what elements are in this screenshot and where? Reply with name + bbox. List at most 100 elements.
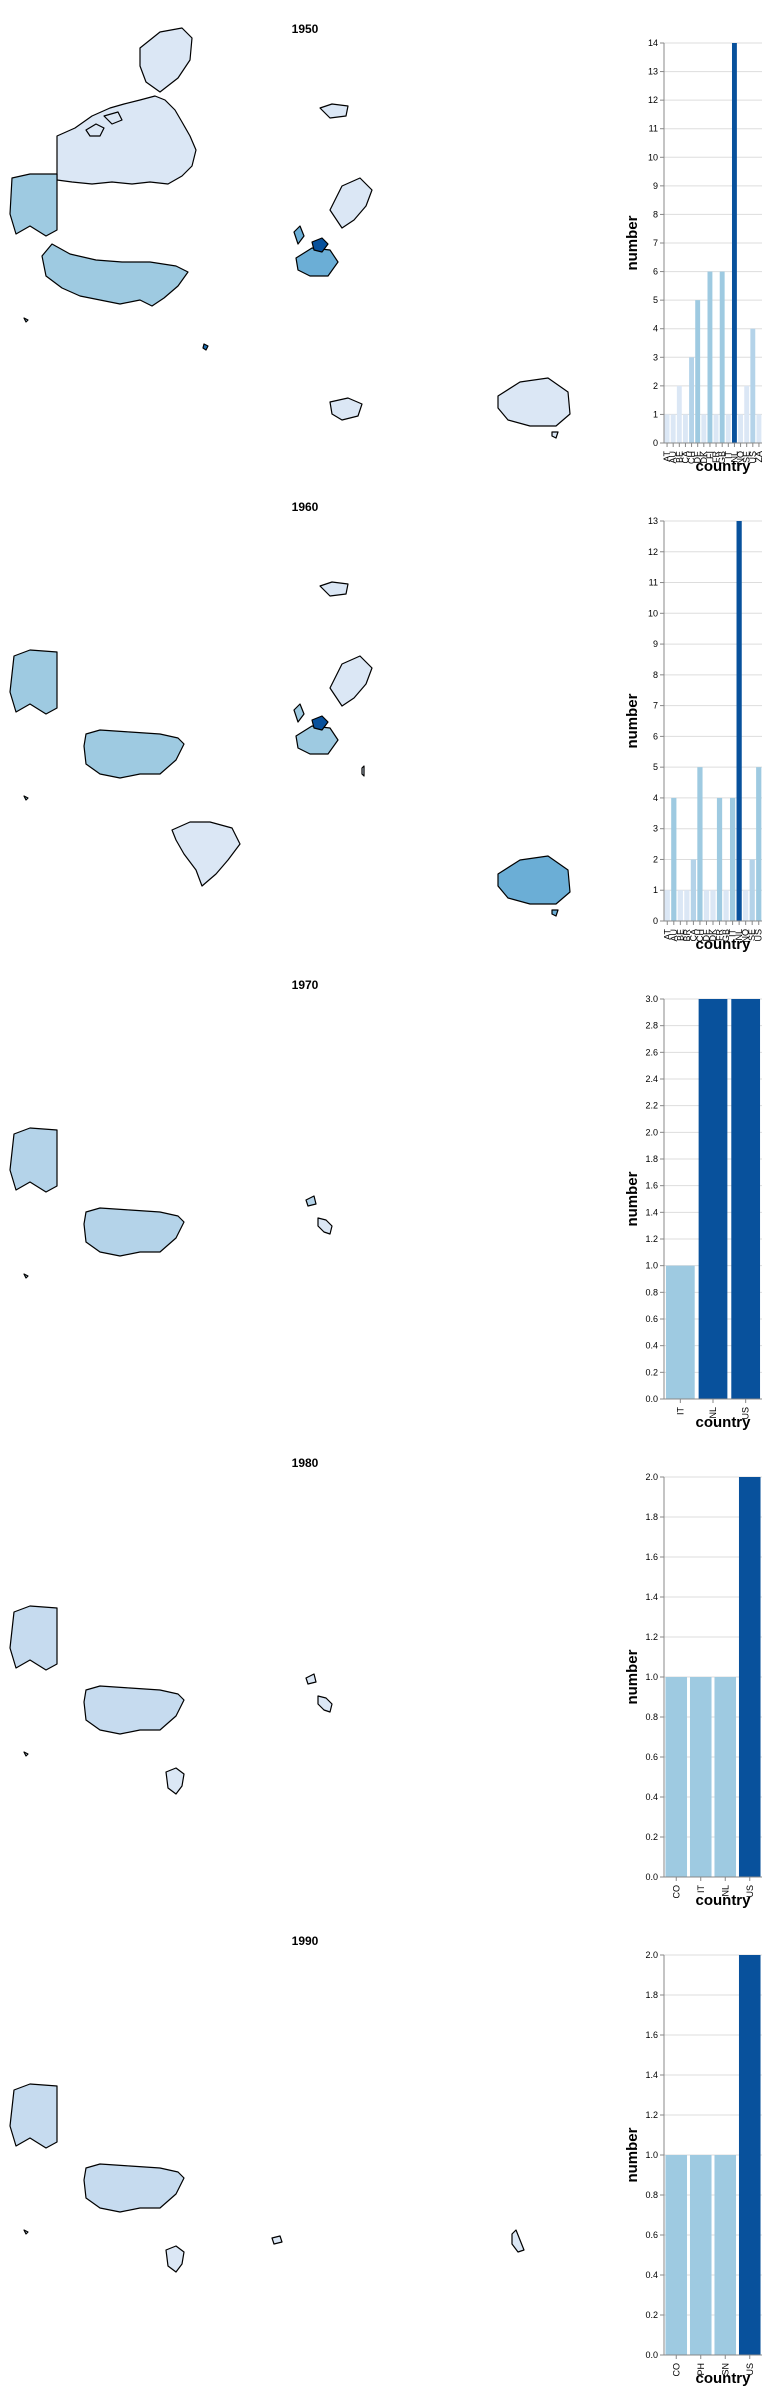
y-tick-label: 1 bbox=[653, 409, 658, 419]
y-axis-title: number bbox=[624, 215, 641, 270]
map-usa bbox=[83, 1685, 185, 1735]
y-tick-label: 13 bbox=[648, 67, 658, 77]
y-tick-label: 1.4 bbox=[645, 2070, 658, 2080]
bar bbox=[689, 2155, 712, 2355]
x-tick-label: NL bbox=[734, 929, 744, 941]
y-tick-label: 8 bbox=[653, 670, 658, 680]
bar bbox=[719, 271, 725, 443]
x-tick-label: FR bbox=[711, 451, 721, 463]
panel-title: 1980 bbox=[291, 1456, 319, 1470]
bar bbox=[738, 414, 744, 443]
x-tick-label: NO bbox=[741, 929, 751, 943]
y-tick-label: 1.0 bbox=[645, 1672, 658, 1682]
y-tick-label: 3 bbox=[653, 352, 658, 362]
bar bbox=[731, 43, 737, 443]
bar bbox=[713, 414, 719, 443]
x-tick-label: DK bbox=[708, 929, 718, 942]
bar bbox=[729, 797, 736, 921]
y-tick-label: 2 bbox=[653, 854, 658, 864]
map-tasmania bbox=[551, 909, 559, 917]
y-axis-title: number bbox=[624, 1649, 641, 1704]
x-tick-label: NL bbox=[729, 451, 739, 463]
x-tick-label: AU bbox=[668, 451, 678, 464]
bar bbox=[714, 2155, 737, 2355]
panel-1970: 1970 0.0 0.2 0.4 0.6 0.8 1.0 1.2 1.4 1.6 1.8 2.0 2.… bbox=[0, 956, 770, 1434]
map-netherlands bbox=[305, 1673, 317, 1685]
x-tick-label: IT bbox=[728, 928, 738, 937]
x-tick-label: CA bbox=[680, 451, 690, 464]
map-netherlands bbox=[311, 237, 329, 253]
y-tick-label: 1.8 bbox=[645, 1154, 658, 1164]
bar bbox=[749, 859, 755, 921]
bar bbox=[670, 414, 676, 443]
y-tick-label: 10 bbox=[648, 608, 658, 618]
y-tick-label: 0.6 bbox=[645, 1314, 658, 1324]
y-tick-label: 7 bbox=[653, 238, 658, 248]
map-senegal bbox=[271, 2235, 283, 2245]
x-tick-label: US bbox=[748, 451, 758, 464]
bar bbox=[684, 890, 690, 921]
bar bbox=[671, 797, 677, 921]
y-tick-label: 2.0 bbox=[645, 1127, 658, 1137]
x-axis-title: country bbox=[695, 458, 751, 475]
x-tick-label: FI bbox=[705, 451, 715, 459]
bar bbox=[750, 328, 756, 443]
x-tick-label: DE bbox=[693, 451, 703, 464]
x-tick-label: NL bbox=[720, 1885, 730, 1897]
map-scandinavia bbox=[329, 655, 373, 707]
map-alaska bbox=[9, 2083, 58, 2149]
bar bbox=[744, 385, 750, 443]
y-tick-label: 0.0 bbox=[645, 1872, 658, 1882]
bar bbox=[697, 767, 703, 921]
x-tick-label: IT bbox=[675, 1406, 685, 1415]
choropleth-map bbox=[9, 1127, 333, 1279]
y-tick-label: 1.2 bbox=[645, 1632, 658, 1642]
map-hawaii bbox=[23, 795, 29, 801]
y-axis-title: number bbox=[624, 2127, 641, 2182]
map-greenland bbox=[139, 27, 193, 93]
map-alaska bbox=[9, 173, 58, 237]
x-axis-title: country bbox=[695, 2370, 751, 2387]
x-tick-label: BE bbox=[674, 451, 684, 463]
y-tick-label: 1.4 bbox=[645, 1207, 658, 1217]
x-tick-label: FR bbox=[715, 929, 725, 941]
map-hawaii bbox=[23, 1751, 29, 1757]
map-western-europe bbox=[295, 725, 339, 755]
x-axis-title: country bbox=[695, 1414, 751, 1431]
bar bbox=[676, 385, 682, 443]
bar bbox=[682, 414, 688, 443]
y-tick-label: 2.8 bbox=[645, 1021, 658, 1031]
x-tick-label: GB bbox=[721, 929, 731, 942]
map-australia bbox=[497, 377, 571, 427]
y-tick-label: 1.6 bbox=[645, 1552, 658, 1562]
bar bbox=[665, 2155, 688, 2355]
y-tick-label: 1.0 bbox=[645, 1261, 658, 1271]
y-tick-label: 14 bbox=[648, 38, 658, 48]
x-axis-title: country bbox=[695, 936, 751, 953]
map-western-europe bbox=[295, 247, 339, 277]
bar bbox=[710, 890, 716, 921]
y-tick-label: 4 bbox=[653, 793, 658, 803]
y-tick-label: 3 bbox=[653, 824, 658, 834]
choropleth-map bbox=[9, 2083, 525, 2273]
map-scandinavia bbox=[329, 177, 373, 229]
bar bbox=[703, 890, 710, 921]
x-tick-label: US bbox=[754, 929, 764, 942]
map-caribbean bbox=[202, 343, 209, 351]
x-tick-label: AT bbox=[662, 929, 672, 940]
y-tick-label: 0.6 bbox=[645, 2230, 658, 2240]
y-tick-label: 9 bbox=[653, 639, 658, 649]
map-hawaii bbox=[23, 317, 29, 323]
y-tick-label: 0.8 bbox=[645, 1287, 658, 1297]
x-tick-label: DK bbox=[699, 451, 709, 464]
map-brazil bbox=[171, 821, 241, 887]
map-alaska bbox=[9, 1605, 58, 1671]
x-tick-label: CH bbox=[687, 451, 697, 464]
map-colombia bbox=[165, 1767, 185, 1795]
y-tick-label: 1.2 bbox=[645, 2110, 658, 2120]
x-tick-label: CH bbox=[695, 929, 705, 942]
y-tick-label: 1.8 bbox=[645, 1990, 658, 2000]
map-australia bbox=[497, 855, 571, 905]
choropleth-map bbox=[9, 27, 571, 439]
panel-title: 1990 bbox=[291, 1934, 319, 1948]
